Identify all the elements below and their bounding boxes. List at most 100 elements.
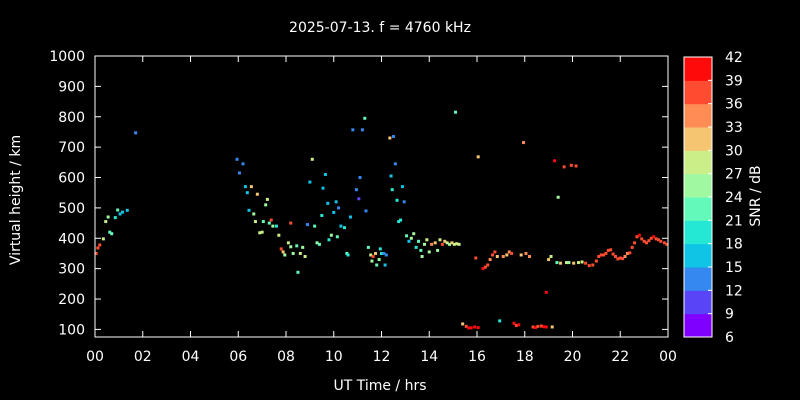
data-point [327, 238, 331, 242]
colorbar-tick-label: 36 [725, 97, 743, 113]
colorbar-segment [684, 150, 712, 175]
data-point [443, 239, 447, 243]
data-point [337, 206, 341, 210]
data-point [345, 251, 349, 255]
data-point [559, 261, 563, 265]
data-point [329, 233, 333, 237]
data-point [452, 242, 456, 246]
data-point [360, 128, 364, 132]
data-point [476, 326, 480, 330]
data-point [261, 220, 265, 224]
data-point [623, 254, 627, 258]
data-point [354, 188, 358, 192]
data-point [380, 251, 383, 255]
data-point [342, 226, 346, 230]
data-point [572, 261, 576, 265]
data-point [366, 245, 370, 249]
data-point [271, 224, 275, 228]
data-point [332, 210, 336, 214]
data-point [647, 239, 651, 243]
data-point [296, 270, 300, 274]
data-point [412, 232, 416, 236]
data-points [94, 110, 669, 330]
x-tick-label: 16 [468, 349, 486, 365]
data-point [258, 231, 262, 235]
data-point [454, 110, 458, 114]
data-point [113, 216, 117, 220]
colorbar-segment [684, 290, 712, 315]
x-tick-label: 22 [611, 349, 629, 365]
colorbar-tick-label: 15 [725, 260, 743, 276]
data-point [461, 322, 465, 326]
x-axis-label: UT Time / hrs [333, 378, 426, 394]
x-tick-label: 00 [86, 349, 104, 365]
data-point [370, 259, 374, 263]
data-point [253, 220, 257, 224]
data-point [587, 264, 591, 268]
colorbar-segment [684, 127, 712, 151]
data-point [402, 200, 406, 204]
colorbar-tick-label: 18 [725, 237, 743, 253]
data-point [313, 224, 317, 228]
data-point [512, 321, 516, 325]
data-point [247, 208, 251, 212]
data-point [334, 200, 338, 204]
data-point [279, 247, 283, 251]
data-point [510, 251, 514, 255]
data-point [235, 157, 239, 161]
data-point [637, 233, 641, 237]
data-point [613, 254, 617, 258]
data-point [326, 201, 330, 205]
data-point [491, 253, 495, 257]
data-point [390, 188, 394, 192]
data-point [556, 195, 560, 199]
colorbar-segment [684, 313, 712, 338]
data-point [495, 254, 499, 258]
data-point [606, 248, 610, 252]
data-point [457, 242, 461, 246]
data-point [507, 250, 511, 254]
colorbar-segment [684, 197, 712, 221]
data-point [599, 253, 603, 257]
data-point [101, 237, 105, 241]
data-point [427, 250, 431, 254]
data-point [317, 242, 321, 246]
data-point [351, 128, 355, 132]
colorbar-tick-label: 9 [725, 307, 734, 323]
data-point [291, 251, 295, 255]
data-point [110, 232, 114, 236]
data-point [249, 185, 253, 189]
data-point [274, 224, 278, 228]
data-point [397, 220, 401, 224]
data-point [656, 238, 660, 242]
data-point [565, 261, 569, 265]
data-point [320, 213, 324, 217]
data-point [514, 323, 518, 327]
data-point [483, 265, 487, 269]
data-point [286, 241, 290, 245]
data-point [298, 251, 302, 255]
y-tick-label: 300 [58, 262, 85, 278]
colorbar-tick-label: 6 [725, 330, 734, 346]
data-point [616, 257, 620, 261]
colorbar-segment [684, 103, 712, 128]
data-point [505, 253, 509, 257]
data-point [407, 239, 411, 243]
x-tick-label: 18 [516, 349, 534, 365]
colorbar-segment [684, 267, 712, 291]
data-point [281, 250, 285, 254]
y-tick-label: 200 [58, 292, 85, 308]
data-point [364, 209, 368, 213]
data-point [243, 185, 247, 189]
data-point [448, 242, 452, 246]
data-point [528, 254, 532, 258]
colorbar-segment [684, 220, 712, 245]
data-point [493, 250, 497, 254]
data-point [544, 325, 548, 329]
x-tick-label: 02 [134, 349, 152, 365]
data-point [662, 241, 666, 245]
data-point [417, 239, 421, 243]
chart-title: 2025-07-13. f = 4760 kHz [289, 20, 471, 36]
data-point [597, 254, 601, 258]
